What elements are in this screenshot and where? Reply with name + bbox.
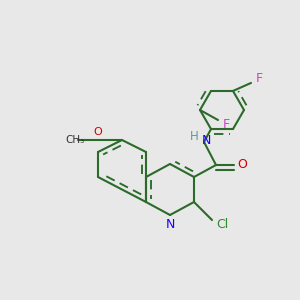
Text: CH₃: CH₃ [65,135,85,145]
Text: N: N [165,218,175,232]
Text: N: N [201,134,211,146]
Text: H: H [190,130,198,142]
Text: O: O [94,127,102,137]
Text: Cl: Cl [216,218,228,230]
Text: O: O [237,158,247,172]
Text: F: F [255,72,262,86]
Text: F: F [222,118,230,130]
